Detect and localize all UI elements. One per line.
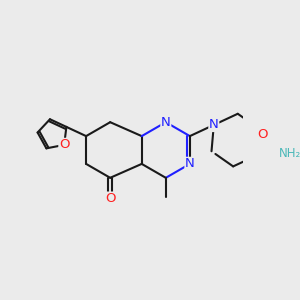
Text: N: N [161,116,171,129]
Text: O: O [105,192,116,205]
Text: NH₂: NH₂ [279,147,300,160]
Text: N: N [209,118,219,131]
Text: O: O [59,138,69,152]
Text: O: O [257,128,268,141]
Text: N: N [185,158,195,170]
